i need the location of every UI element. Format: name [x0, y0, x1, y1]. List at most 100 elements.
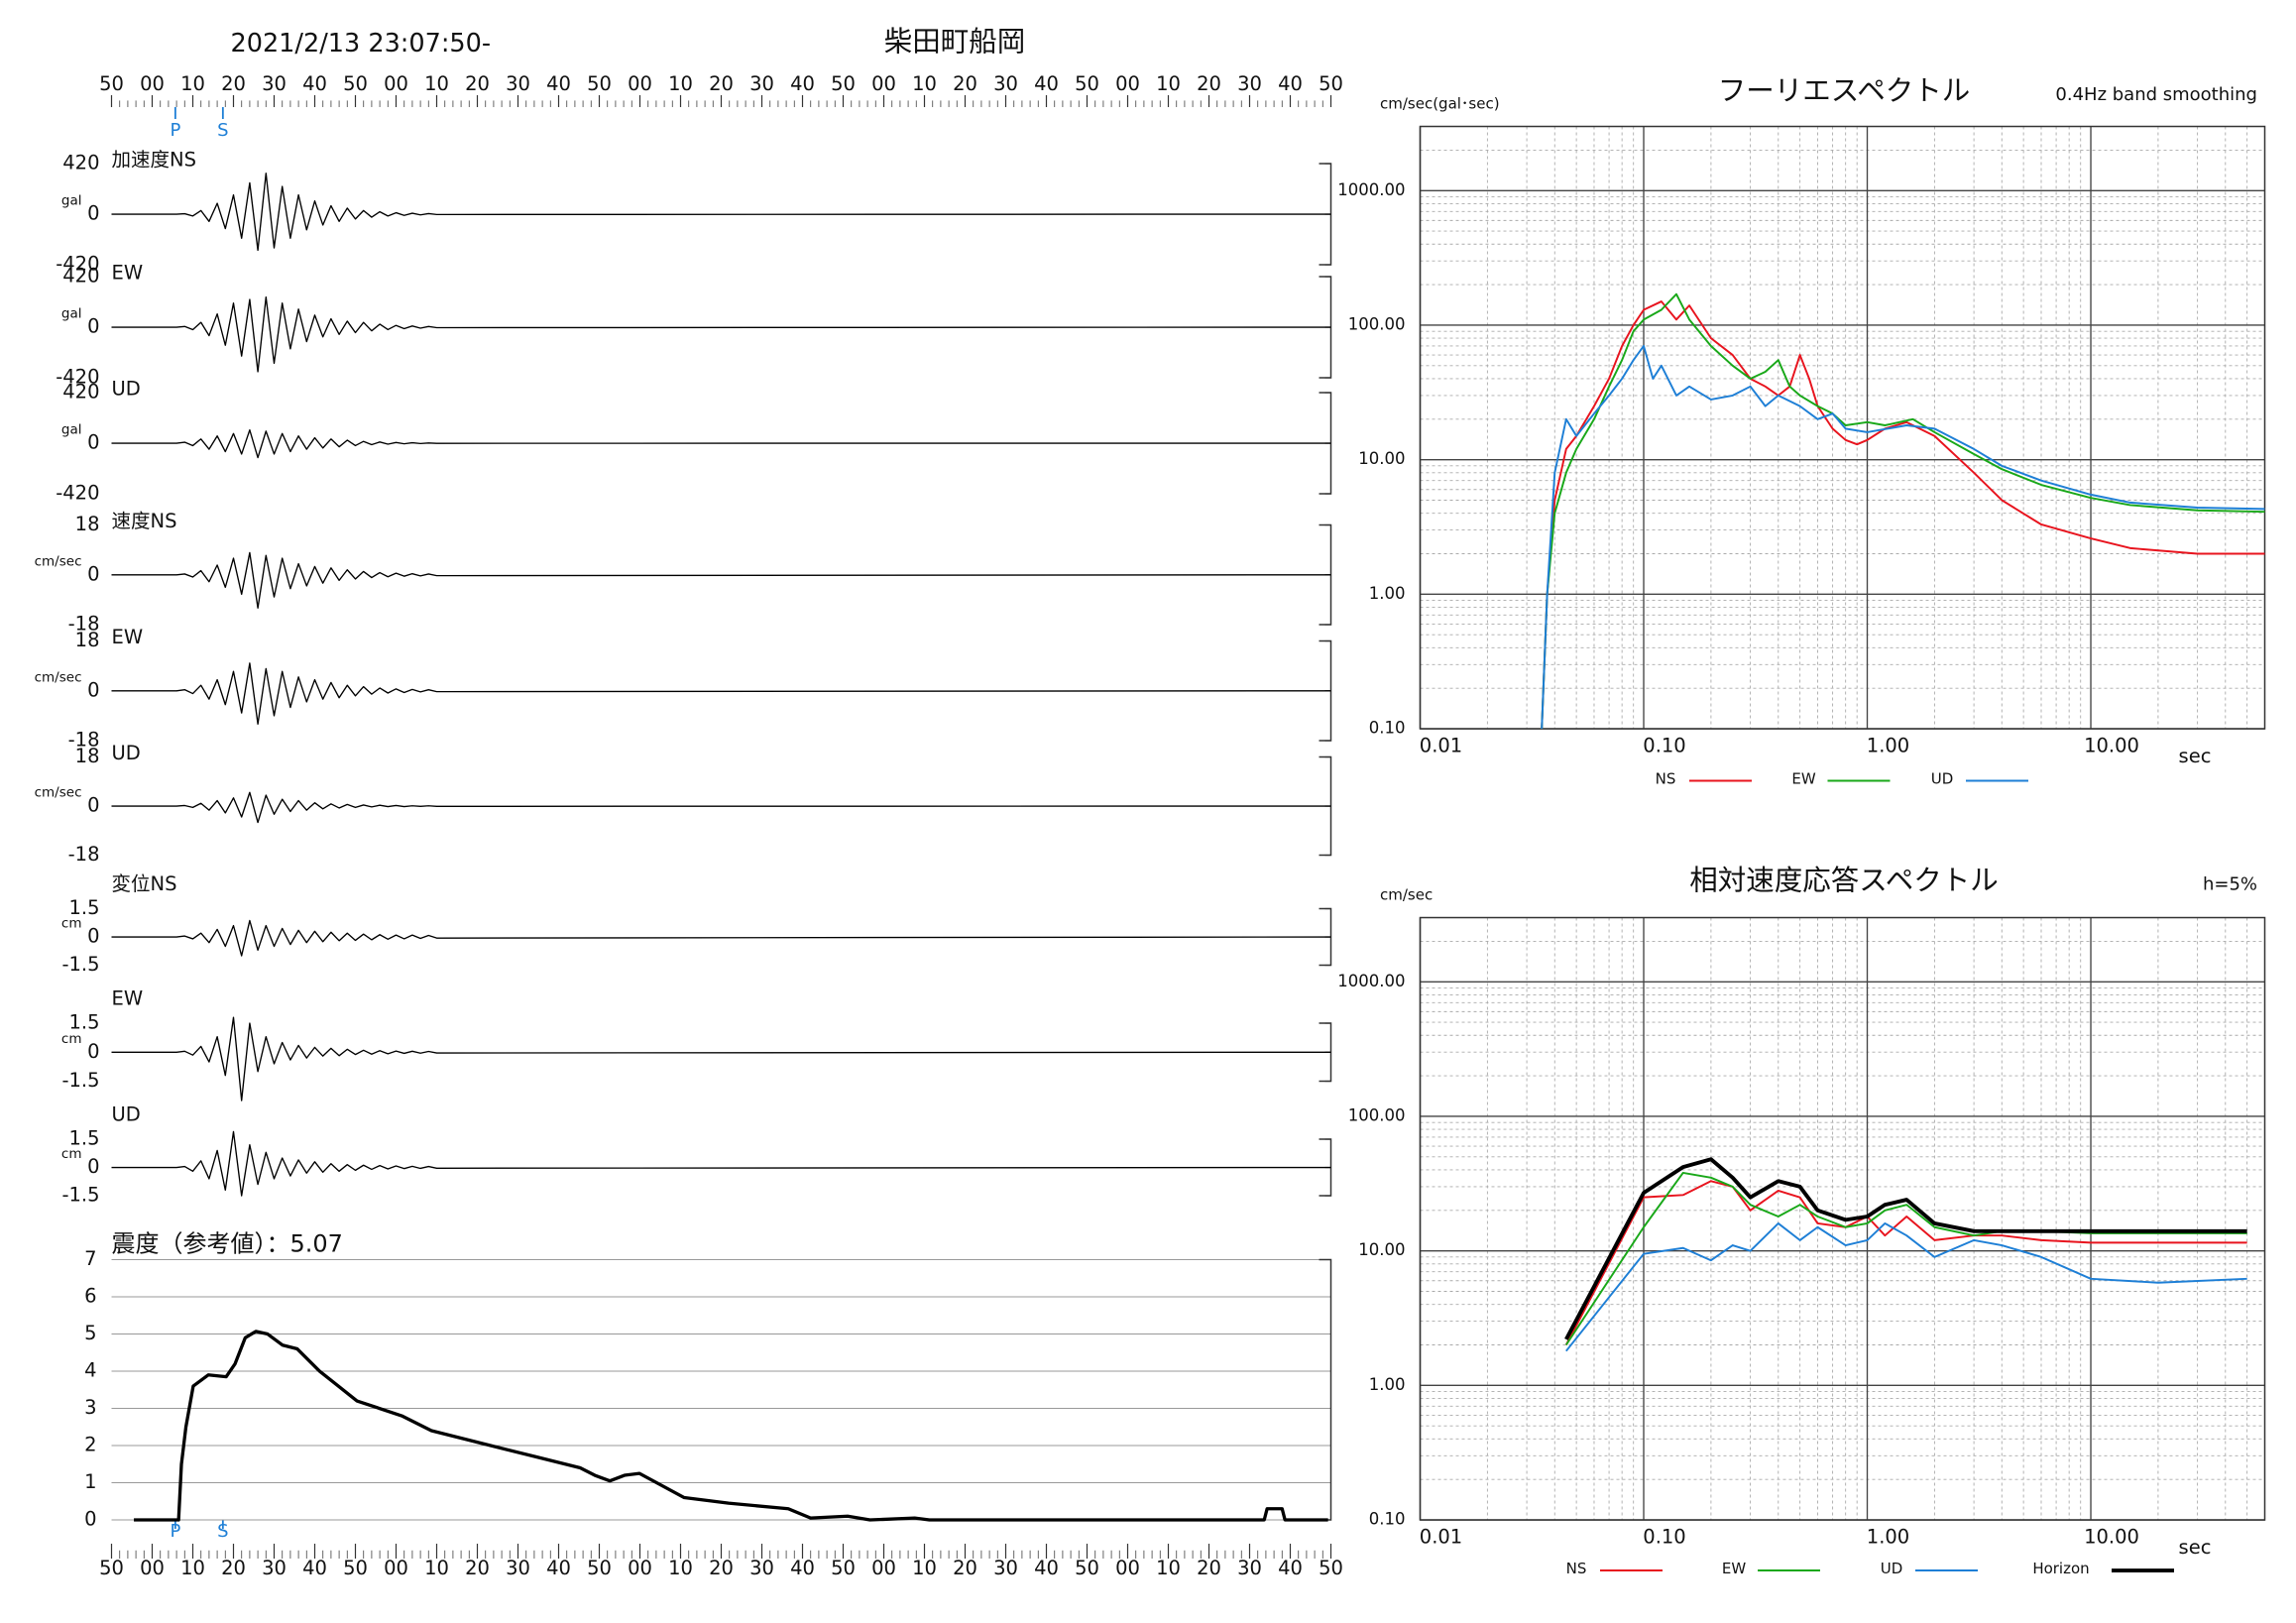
x-tick-label: 20 [953, 1557, 977, 1579]
x-tick-label: 10 [668, 1557, 693, 1579]
x-tick-label: 10 [180, 72, 205, 95]
legend-label: Horizon [2032, 1560, 2089, 1577]
x-axis-label: sec [2179, 745, 2212, 767]
x-tick-label: 50 [99, 1557, 124, 1579]
x-tick-label: 10 [424, 72, 449, 95]
y-tick-label: 100.00 [1348, 1105, 1406, 1124]
y-tick-label: 18 [75, 745, 100, 767]
x-tick-label: 40 [790, 72, 815, 95]
x-tick-label: 50 [99, 72, 124, 95]
legend-label: UD [1881, 1560, 1903, 1577]
x-tick-label: 20 [709, 72, 734, 95]
x-tick-label: 30 [262, 72, 287, 95]
panel-label: 速度NS [112, 510, 177, 532]
x-tick-label: 00 [140, 1557, 165, 1579]
x-tick-label: 30 [262, 1557, 287, 1579]
x-tick-label: 40 [302, 72, 327, 95]
y-tick-label: 10.00 [1358, 449, 1405, 468]
legend-label: NS [1566, 1560, 1587, 1577]
station-name: 柴田町船岡 [884, 26, 1026, 58]
legend-label: NS [1656, 770, 1676, 788]
x-tick-label: 00 [384, 1557, 408, 1579]
y-tick-label: 18 [75, 629, 100, 651]
legend-label: EW [1791, 770, 1815, 788]
y-tick-label: 0 [87, 794, 99, 817]
x-tick-label: 20 [709, 1557, 734, 1579]
y-tick-label: 0 [84, 1508, 96, 1531]
panel-label: EW [112, 987, 144, 1010]
y-tick-label: 4 [84, 1359, 96, 1382]
y-tick-label: -1.5 [61, 1184, 99, 1207]
x-tick-label: 30 [506, 1557, 530, 1579]
x-tick-label: 50 [1319, 1557, 1343, 1579]
x-tick-label: 40 [1034, 72, 1059, 95]
chart-title: 相対速度応答スペクトル [1689, 865, 1999, 897]
x-tick-label: 40 [1278, 72, 1303, 95]
waveform [111, 919, 1331, 957]
waveform [111, 791, 1331, 824]
y-tick-label: 1 [84, 1470, 96, 1493]
x-tick-label: 30 [1237, 1557, 1262, 1579]
y-tick-label: 420 [62, 152, 99, 174]
y-tick-label: 0.10 [1369, 719, 1406, 738]
x-tick-label: 0.10 [1643, 1526, 1685, 1549]
chart-subtitle: 0.4Hz band smoothing [2055, 84, 2257, 105]
y-tick-label: 0 [87, 562, 99, 585]
x-tick-label: 30 [993, 72, 1018, 95]
phase-marker-label: P [170, 120, 180, 141]
x-tick-label: 40 [546, 72, 571, 95]
x-tick-label: 50 [1075, 72, 1099, 95]
y-axis-label: cm/sec(gal･sec) [1380, 95, 1500, 113]
x-tick-label: 10 [180, 1557, 205, 1579]
x-tick-label: 10 [1156, 72, 1181, 95]
x-tick-label: 20 [465, 72, 490, 95]
record-time: 2021/2/13 23:07:50- [231, 29, 492, 58]
unit-label: gal [61, 422, 82, 438]
y-tick-label: -1.5 [61, 953, 99, 976]
x-tick-label: 00 [628, 72, 652, 95]
y-tick-label: 420 [62, 265, 99, 288]
unit-label: cm [61, 1031, 82, 1047]
unit-label: cm [61, 916, 82, 932]
unit-label: cm/sec [35, 669, 82, 685]
y-tick-label: 18 [75, 513, 100, 535]
x-tick-label: 20 [465, 1557, 490, 1579]
x-tick-label: 30 [993, 1557, 1018, 1579]
y-tick-label: 0 [87, 431, 99, 454]
x-tick-label: 30 [749, 72, 774, 95]
x-tick-label: 20 [953, 72, 977, 95]
waveform [111, 662, 1331, 725]
x-tick-label: 40 [790, 1557, 815, 1579]
x-tick-label: 10.00 [2084, 1526, 2139, 1549]
y-tick-label: 1.5 [68, 1127, 99, 1150]
y-tick-label: 0 [87, 315, 99, 338]
x-tick-label: 40 [1034, 1557, 1059, 1579]
y-tick-label: 1.00 [1369, 1375, 1406, 1394]
x-tick-label: 0.01 [1420, 1526, 1462, 1549]
x-tick-label: 50 [343, 72, 368, 95]
y-tick-label: 5 [84, 1322, 96, 1344]
waveform [111, 1130, 1331, 1197]
y-tick-label: 1000.00 [1337, 972, 1405, 990]
x-tick-label: 00 [1115, 72, 1140, 95]
y-tick-label: 7 [84, 1247, 96, 1270]
unit-label: cm [61, 1146, 82, 1162]
x-tick-label: 00 [1115, 1557, 1140, 1579]
y-tick-label: -18 [68, 613, 100, 636]
waveform [111, 173, 1331, 252]
unit-label: gal [61, 306, 82, 322]
y-tick-label: 1.5 [68, 896, 99, 919]
x-tick-label: 10 [668, 72, 693, 95]
spectrum-line [1564, 1157, 2247, 1340]
y-tick-label: -18 [68, 843, 100, 866]
phase-marker-label: S [217, 120, 228, 141]
x-tick-label: 1.00 [1867, 735, 1909, 757]
x-tick-label: 00 [140, 72, 165, 95]
spectrum-line [1541, 292, 2265, 730]
y-tick-label: 0 [87, 1155, 99, 1178]
intensity-line [134, 1330, 1328, 1522]
spectrum-line [1541, 344, 2265, 730]
x-tick-label: 50 [831, 72, 856, 95]
x-tick-label: 20 [1197, 1557, 1221, 1579]
waveform [111, 551, 1331, 609]
